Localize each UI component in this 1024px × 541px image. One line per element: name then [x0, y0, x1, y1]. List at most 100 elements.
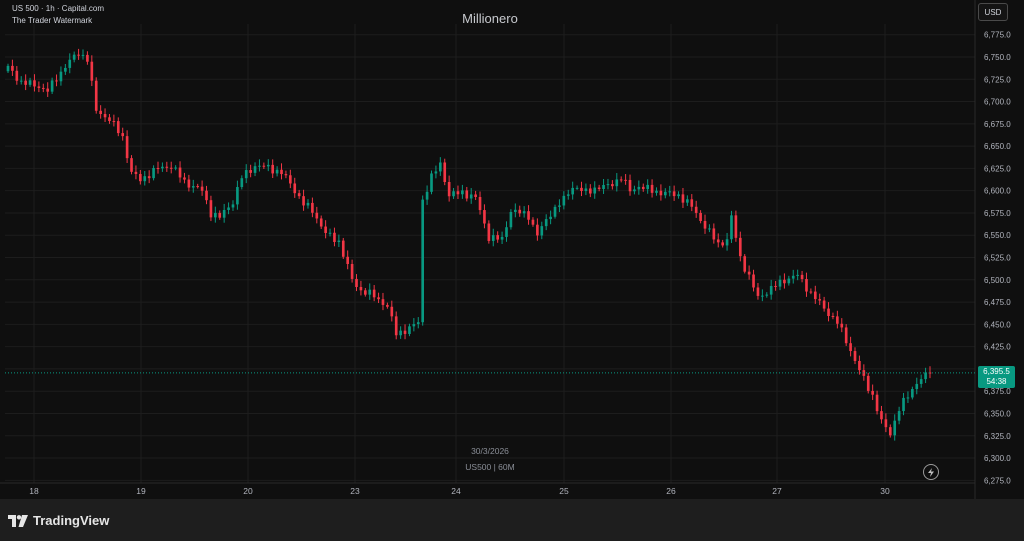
- y-tick-label: 6,750.0: [984, 53, 1011, 62]
- currency-button[interactable]: USD: [978, 3, 1008, 21]
- candle-body: [500, 236, 504, 240]
- candle-body: [818, 299, 822, 301]
- tradingview-logo-icon: [8, 514, 28, 527]
- candle-body: [302, 196, 305, 206]
- candle-body: [641, 186, 645, 190]
- candle-body: [121, 133, 125, 137]
- x-tick-label: 27: [772, 486, 782, 496]
- candle-body: [139, 173, 142, 182]
- candle-body: [663, 191, 667, 196]
- candle-body: [156, 168, 160, 170]
- y-tick-label: 6,375.0: [984, 387, 1011, 396]
- symbol-info[interactable]: US 500 · 1h · Capital.com: [12, 4, 105, 13]
- candle-body: [858, 360, 861, 371]
- candle-body: [94, 80, 98, 111]
- candle-body: [258, 165, 261, 167]
- candle-body: [377, 297, 380, 300]
- candle-body: [853, 351, 857, 361]
- candle-body: [359, 287, 363, 291]
- y-tick-label: 6,775.0: [984, 31, 1011, 40]
- tradingview-logo[interactable]: TradingView: [8, 513, 109, 528]
- candle-body: [205, 190, 208, 201]
- candle-body: [368, 289, 372, 295]
- candle-body: [747, 271, 751, 275]
- y-tick-label: 6,325.0: [984, 432, 1011, 441]
- chart-title: Millionero: [462, 11, 518, 26]
- candle-body: [416, 322, 420, 325]
- candle-body: [64, 67, 67, 72]
- candles: [6, 48, 932, 441]
- candle-body: [694, 206, 698, 213]
- candle-body: [584, 188, 588, 191]
- candle-body: [637, 186, 641, 190]
- candle-body: [849, 343, 852, 352]
- candle-body: [734, 215, 738, 238]
- candle-body: [15, 70, 19, 81]
- candle-body: [306, 202, 310, 206]
- candle-body: [787, 278, 791, 284]
- candle-body: [28, 80, 32, 85]
- candle-body: [712, 228, 716, 240]
- candle-body: [765, 294, 769, 296]
- candle-body: [628, 179, 632, 192]
- candle-body: [134, 171, 138, 174]
- candle-body: [866, 375, 870, 391]
- candle-body: [761, 295, 764, 297]
- candle-body: [130, 158, 133, 172]
- candle-body: [686, 199, 689, 203]
- candle-body: [730, 215, 733, 240]
- candle-body: [399, 330, 402, 336]
- y-tick-label: 6,475.0: [984, 298, 1011, 307]
- candle-body: [68, 59, 72, 68]
- y-tick-label: 6,675.0: [984, 120, 1011, 129]
- candle-body: [346, 256, 350, 264]
- candle-body: [672, 191, 676, 197]
- candlestick-chart[interactable]: 6,275.06,300.06,325.06,350.06,375.06,400…: [0, 0, 1024, 499]
- last-price-label: 6,395.5 54:38: [978, 366, 1015, 388]
- chart-area[interactable]: 6,275.06,300.06,325.06,350.06,375.06,400…: [0, 0, 1024, 499]
- candle-body: [800, 274, 804, 280]
- candle-body: [209, 200, 213, 218]
- candle-body: [919, 379, 923, 384]
- candle-body: [588, 188, 592, 194]
- candle-body: [443, 162, 447, 182]
- candle-body: [796, 274, 799, 276]
- y-tick-label: 6,425.0: [984, 343, 1011, 352]
- candle-body: [536, 224, 539, 236]
- lightning-icon[interactable]: [923, 464, 939, 480]
- y-tick-label: 6,600.0: [984, 187, 1011, 196]
- candle-body: [566, 194, 570, 196]
- y-tick-label: 6,650.0: [984, 142, 1011, 151]
- candle-body: [483, 210, 486, 224]
- candle-body: [487, 223, 491, 241]
- candle-body: [844, 327, 848, 344]
- candle-body: [311, 202, 314, 213]
- candle-body: [169, 167, 173, 169]
- x-tick-label: 23: [350, 486, 360, 496]
- candle-body: [822, 300, 826, 309]
- candle-body: [478, 197, 482, 211]
- y-tick-label: 6,625.0: [984, 164, 1011, 173]
- y-tick-label: 6,350.0: [984, 409, 1011, 418]
- candle-body: [333, 232, 336, 243]
- time-axis[interactable]: 18 19 20 23 24 25 26 27 30: [0, 482, 975, 496]
- candle-body: [116, 121, 120, 134]
- candle-body: [650, 184, 654, 193]
- candle-body: [447, 181, 451, 197]
- candle-body: [381, 299, 385, 305]
- candle-body: [240, 178, 244, 188]
- candle-body: [915, 383, 919, 390]
- candle-body: [315, 212, 319, 219]
- price-axis[interactable]: 6,275.06,300.06,325.06,350.06,375.06,400…: [974, 0, 1011, 499]
- candle-body: [55, 80, 58, 82]
- candle-body: [496, 235, 499, 240]
- candle-body: [390, 306, 394, 317]
- candle-body: [452, 191, 455, 197]
- candle-body: [738, 237, 742, 257]
- candle-body: [580, 187, 583, 191]
- y-tick-label: 6,300.0: [984, 454, 1011, 463]
- candle-body: [218, 212, 222, 218]
- x-tick-label: 20: [243, 486, 253, 496]
- candle-body: [831, 316, 835, 318]
- candle-body: [593, 187, 597, 194]
